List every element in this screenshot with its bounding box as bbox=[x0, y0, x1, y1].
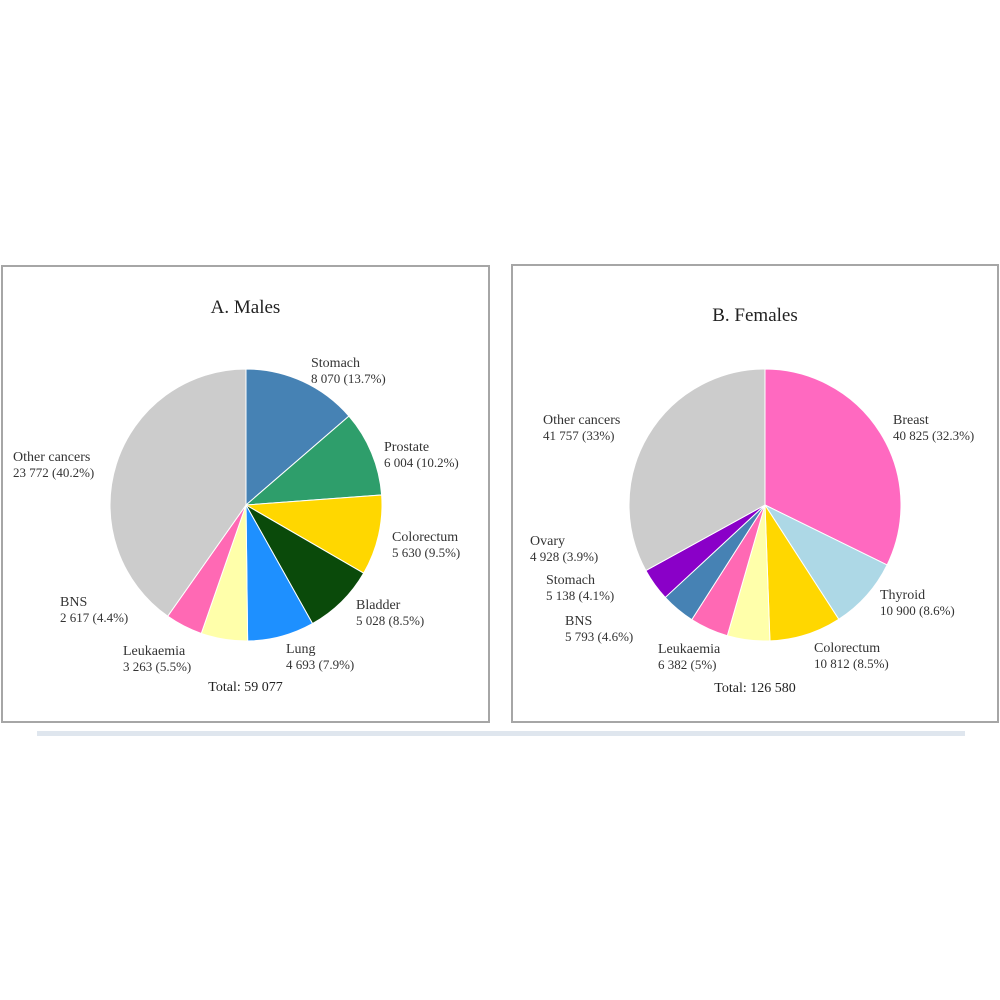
females-label-name: Stomach bbox=[546, 573, 595, 588]
males-total: Total: 59 077 bbox=[208, 680, 283, 695]
males-label-name: Colorectum bbox=[392, 530, 458, 545]
females-label-name: Breast bbox=[893, 413, 929, 428]
females-label-value: 40 825 (32.3%) bbox=[893, 428, 974, 443]
females-label-name: Other cancers bbox=[543, 413, 620, 428]
females-label-name: Colorectum bbox=[814, 641, 880, 656]
females-chart-title: B. Females bbox=[712, 305, 798, 326]
females-chart-panel: B. Females Breast 40 825 (32.3%) Thyroid 10… bbox=[511, 264, 999, 723]
males-label-value: 4 693 (7.9%) bbox=[286, 657, 354, 672]
females-slice-other-cancers bbox=[628, 368, 766, 572]
females-label-name: Thyroid bbox=[880, 588, 925, 603]
females-label-value: 4 928 (3.9%) bbox=[530, 549, 598, 564]
males-slice-prostate bbox=[244, 415, 383, 506]
males-label-value: 6 004 (10.2%) bbox=[384, 455, 459, 470]
males-label-name: Prostate bbox=[384, 440, 429, 455]
females-label-value: 5 793 (4.6%) bbox=[565, 629, 633, 644]
males-chart-panel: A. Males Stomach 8 070 (13.7%) Prostate 6 0… bbox=[1, 265, 490, 723]
males-label-value: 5 028 (8.5%) bbox=[356, 613, 424, 628]
females-label-name: Ovary bbox=[530, 534, 565, 549]
males-slice-colorectum bbox=[244, 494, 383, 574]
females-slice-breast bbox=[764, 368, 902, 566]
females-label-value: 10 812 (8.5%) bbox=[814, 656, 889, 671]
males-label-value: 3 263 (5.5%) bbox=[123, 659, 191, 674]
males-chart-title: A. Males bbox=[210, 297, 281, 318]
males-label-value: 5 630 (9.5%) bbox=[392, 545, 460, 560]
females-total: Total: 126 580 bbox=[714, 681, 796, 696]
males-label-value: 23 772 (40.2%) bbox=[13, 465, 94, 480]
females-label-value: 10 900 (8.6%) bbox=[880, 603, 955, 618]
males-label-name: BNS bbox=[60, 595, 87, 610]
males-slice-other-cancers bbox=[109, 368, 247, 617]
males-label-value: 2 617 (4.4%) bbox=[60, 610, 128, 625]
divider bbox=[37, 731, 965, 736]
males-label-name: Stomach bbox=[311, 356, 360, 371]
males-label-name: Lung bbox=[286, 642, 316, 657]
males-label-name: Other cancers bbox=[13, 450, 90, 465]
females-label-value: 6 382 (5%) bbox=[658, 657, 717, 672]
males-label-value: 8 070 (13.7%) bbox=[311, 371, 386, 386]
males-slice-stomach bbox=[245, 368, 350, 507]
females-label-value: 5 138 (4.1%) bbox=[546, 588, 614, 603]
males-label-name: Leukaemia bbox=[123, 644, 186, 659]
males-label-name: Bladder bbox=[356, 598, 401, 613]
females-label-value: 41 757 (33%) bbox=[543, 428, 615, 443]
females-label-name: Leukaemia bbox=[658, 642, 721, 657]
females-label-name: BNS bbox=[565, 614, 592, 629]
